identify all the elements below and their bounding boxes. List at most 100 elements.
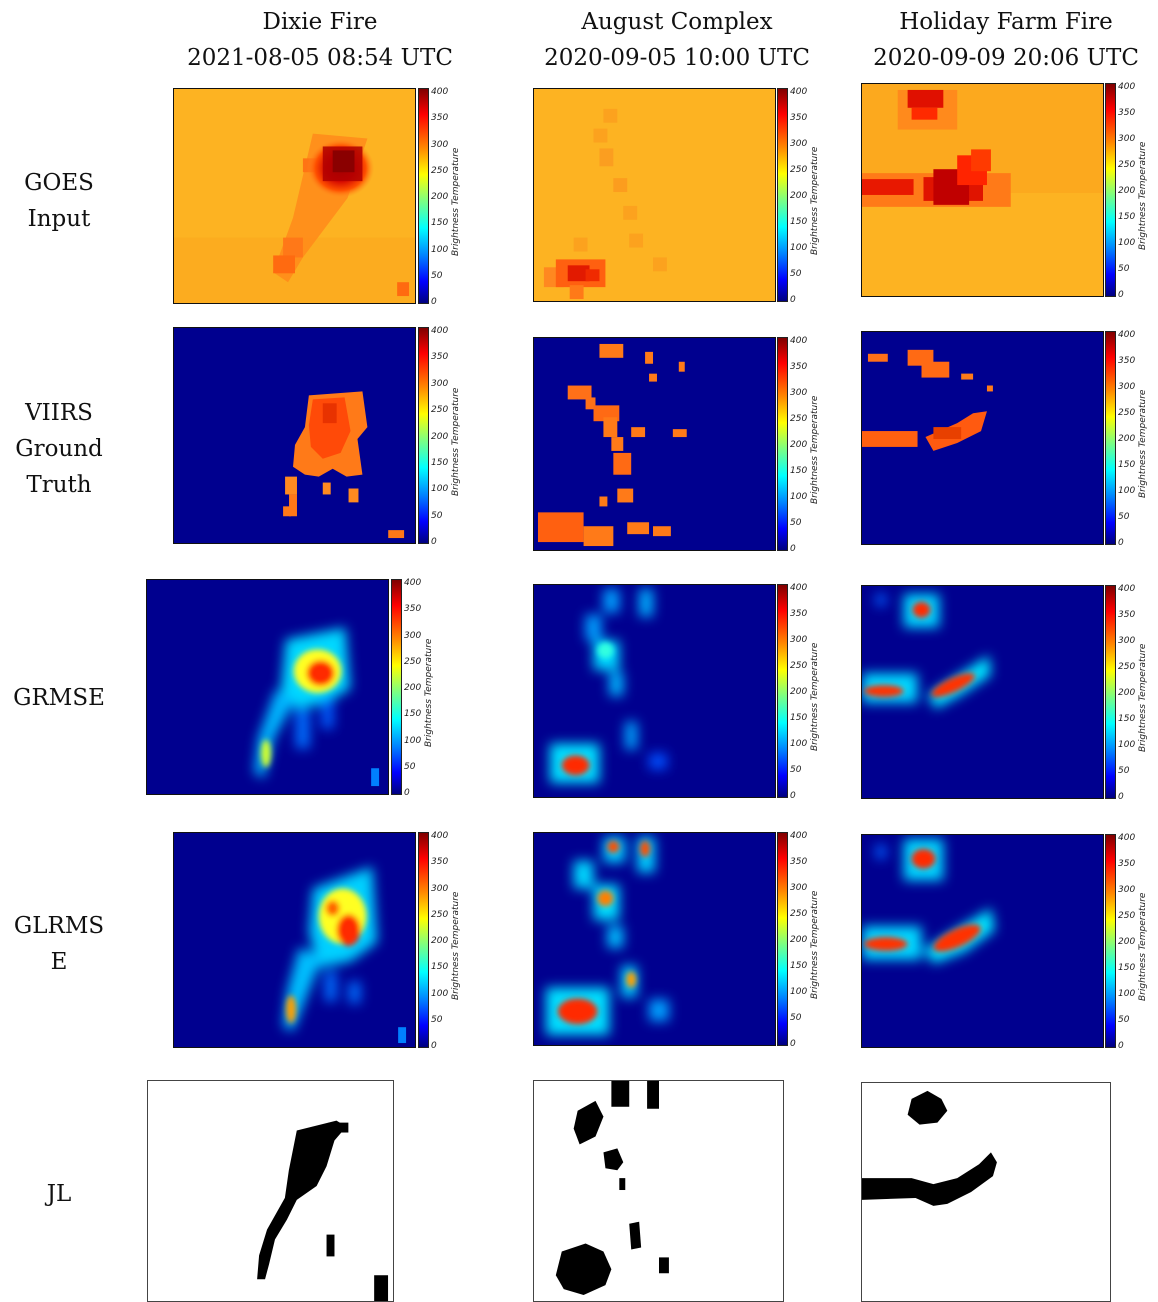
colorbar-tick-label: 150	[431, 457, 449, 468]
colorbar-tick-label: 100	[790, 243, 808, 253]
colorbar-tick-label: 50	[790, 518, 802, 528]
colorbar-tick-label: 0	[1118, 538, 1124, 548]
colorbar-tick-label: 250	[790, 661, 808, 671]
colorbar-tick-label: 50	[404, 761, 416, 772]
row-label-goes: GOES Input	[0, 165, 118, 237]
colorbar-tick-label: 100	[1118, 486, 1136, 496]
colorbar-tick-label: 200	[790, 440, 808, 450]
colorbar-tick-label: 200	[790, 191, 808, 201]
colorbar-tick-label: 250	[1118, 911, 1136, 921]
colorbar-tick-label: 350	[790, 857, 808, 867]
colorbar-tick-label: 150	[1118, 714, 1136, 724]
colorbar-tick-label: 400	[404, 578, 422, 588]
colorbar-tick-label: 400	[1118, 82, 1136, 92]
colorbar-tick-label: 200	[1118, 434, 1136, 444]
colorbar-tick-label: 0	[431, 1041, 437, 1051]
colorbar-tick-label: 100	[790, 987, 808, 997]
colorbar-tick-label: 100	[431, 244, 449, 255]
colorbar-tick-label: 250	[1118, 662, 1136, 672]
colorbar-tick-label: 100	[404, 735, 422, 746]
colorbar-tick-label: 400	[1118, 584, 1136, 594]
colorbar	[777, 832, 788, 1046]
colorbar-axis-label: Brightness Temperature	[451, 387, 461, 496]
goes-august-heatmap	[533, 88, 776, 302]
colorbar-axis-label: Brightness Temperature	[810, 146, 820, 255]
colorbar-tick-label: 250	[431, 165, 449, 176]
colorbar-tick-label: 0	[1118, 290, 1124, 300]
colorbar-tick-label: 300	[790, 883, 808, 893]
colorbar	[777, 584, 788, 798]
colorbar-tick-label: 100	[431, 484, 449, 495]
colorbar-tick-label: 350	[1118, 610, 1136, 620]
colorbar-tick-label: 150	[790, 466, 808, 476]
colorbar-tick-label: 50	[1118, 264, 1130, 274]
colorbar-tick-label: 0	[431, 297, 437, 307]
colorbar-tick-label: 0	[790, 544, 796, 554]
colorbar-tick-label: 250	[431, 405, 449, 416]
colorbar-tick-label: 100	[1118, 989, 1136, 999]
jl-august-mask	[533, 1080, 784, 1302]
colorbar-tick-label: 0	[790, 791, 796, 801]
row-label-line: VIIRS	[25, 400, 93, 426]
glrmse-holiday-heatmap	[861, 834, 1104, 1048]
row-label-glrmse: GLRMS E	[0, 908, 118, 980]
colorbar-tick-label: 100	[790, 492, 808, 502]
column-title-name: Dixie Fire	[262, 9, 378, 35]
colorbar	[777, 337, 788, 551]
colorbar-tick-label: 300	[431, 139, 449, 150]
colorbar-tick-label: 250	[1118, 408, 1136, 418]
colorbar-tick-label: 200	[431, 192, 449, 202]
colorbar-tick-label: 400	[431, 326, 449, 336]
row-label-grmse: GRMSE	[0, 680, 118, 716]
colorbar-tick-label: 300	[1118, 885, 1136, 895]
colorbar-tick-label: 300	[790, 635, 808, 645]
colorbar-tick-label: 350	[404, 604, 422, 615]
colorbar-tick-label: 350	[431, 857, 449, 868]
colorbar-tick-label: 250	[404, 656, 422, 667]
colorbar-tick-label: 150	[431, 218, 449, 229]
colorbar	[418, 327, 429, 544]
colorbar	[777, 88, 788, 302]
row-label-line: Ground	[15, 436, 103, 462]
viirs-august-heatmap	[533, 337, 776, 551]
colorbar-tick-label: 250	[790, 414, 808, 424]
colorbar	[1105, 834, 1116, 1048]
row-label-line: JL	[46, 1181, 72, 1207]
colorbar-axis-label: Brightness Temperature	[1138, 643, 1148, 752]
colorbar-tick-label: 300	[790, 139, 808, 149]
colorbar-tick-label: 350	[1118, 356, 1136, 366]
colorbar-tick-label: 200	[790, 935, 808, 945]
colorbar-tick-label: 150	[1118, 460, 1136, 470]
colorbar-tick-label: 100	[1118, 238, 1136, 248]
colorbar-tick-label: 150	[790, 961, 808, 971]
colorbar-tick-label: 350	[790, 362, 808, 372]
colorbar-tick-label: 200	[1118, 186, 1136, 196]
colorbar	[391, 579, 402, 795]
column-title-name: August Complex	[581, 9, 773, 35]
colorbar-tick-label: 300	[1118, 382, 1136, 392]
colorbar	[418, 88, 429, 304]
goes-holiday-heatmap	[861, 83, 1104, 297]
column-title-august: August Complex 2020-09-05 10:00 UTC	[527, 4, 827, 76]
colorbar-tick-label: 350	[790, 113, 808, 123]
colorbar-tick-label: 150	[1118, 212, 1136, 222]
row-label-line: GRMSE	[13, 685, 105, 711]
row-label-viirs: VIIRS Ground Truth	[0, 395, 118, 503]
colorbar-tick-label: 400	[790, 831, 808, 841]
row-label-line: GLRMS	[13, 913, 105, 939]
jl-dixie-mask	[147, 1080, 394, 1302]
colorbar-tick-label: 200	[404, 683, 422, 693]
colorbar-tick-label: 50	[1118, 766, 1130, 776]
colorbar-tick-label: 150	[1118, 963, 1136, 973]
colorbar-axis-label: Brightness Temperature	[1138, 389, 1148, 498]
colorbar-tick-label: 300	[1118, 636, 1136, 646]
viirs-dixie-heatmap	[173, 327, 416, 544]
colorbar-tick-label: 250	[431, 909, 449, 920]
colorbar-tick-label: 50	[431, 270, 443, 281]
jl-holiday-mask	[861, 1082, 1111, 1302]
row-label-line: GOES	[24, 170, 94, 196]
colorbar-tick-label: 150	[431, 962, 449, 973]
grmse-holiday-heatmap	[861, 585, 1104, 799]
glrmse-dixie-heatmap	[173, 832, 416, 1048]
colorbar-tick-label: 0	[431, 537, 437, 547]
